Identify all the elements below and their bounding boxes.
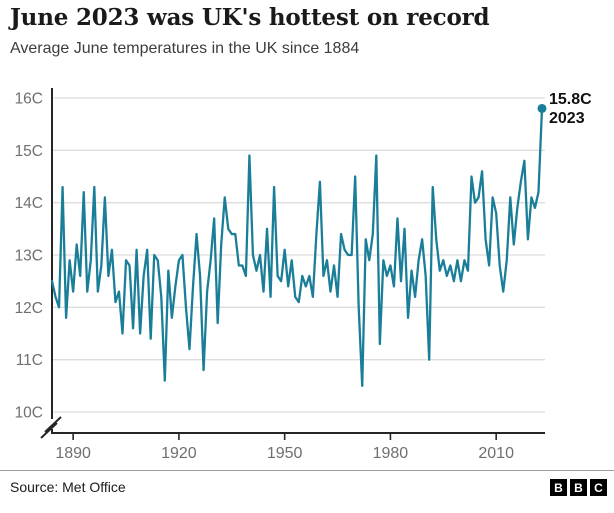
y-tick-label: 16C [15,91,43,108]
x-tick-label: 2010 [478,445,514,462]
chart-header: June 2023 was UK's hottest on record Ave… [10,4,610,58]
bbc-logo-letter: C [590,479,607,496]
y-tick-label: 14C [15,195,43,212]
x-tick-label: 1920 [161,445,197,462]
data-series-layer [50,103,547,387]
x-tick-label: 1980 [373,445,409,462]
x-tick-label: 1950 [267,445,303,462]
bbc-logo: B B C [550,479,607,496]
annotation-year-label: 2023 [549,110,585,127]
page-title: June 2023 was UK's hottest on record [10,4,490,31]
page-subtitle: Average June temperatures in the UK sinc… [10,39,360,57]
axis-break [44,416,62,433]
y-tick-label: 13C [15,248,43,265]
y-tick-label: 10C [15,405,43,422]
gridlines-layer [53,97,545,413]
temperature-line [50,107,544,387]
chart-footer: Source: Met Office B B C [0,470,614,513]
bbc-logo-letter: B [570,479,587,496]
y-tick-label: 12C [15,300,43,317]
axis-break [40,422,58,439]
annotation-value-label: 15.8C [549,91,592,108]
axes-layer [40,88,545,440]
tick-labels-layer: 10C 11C 12C 13C 14C 15C 16C 1890 1920 1950 1980 201… [15,91,515,463]
y-tick-label: 11C [16,352,43,369]
y-tick-label: 15C [15,143,43,160]
source-note: Source: Met Office [10,479,126,495]
record-point-marker [537,103,547,113]
bbc-logo-letter: B [550,479,567,496]
temperature-line-chart: 10C 11C 12C 13C 14C 15C 16C 1890 1920 1950 1980 201… [15,88,592,463]
x-tick-label: 1890 [55,445,91,462]
